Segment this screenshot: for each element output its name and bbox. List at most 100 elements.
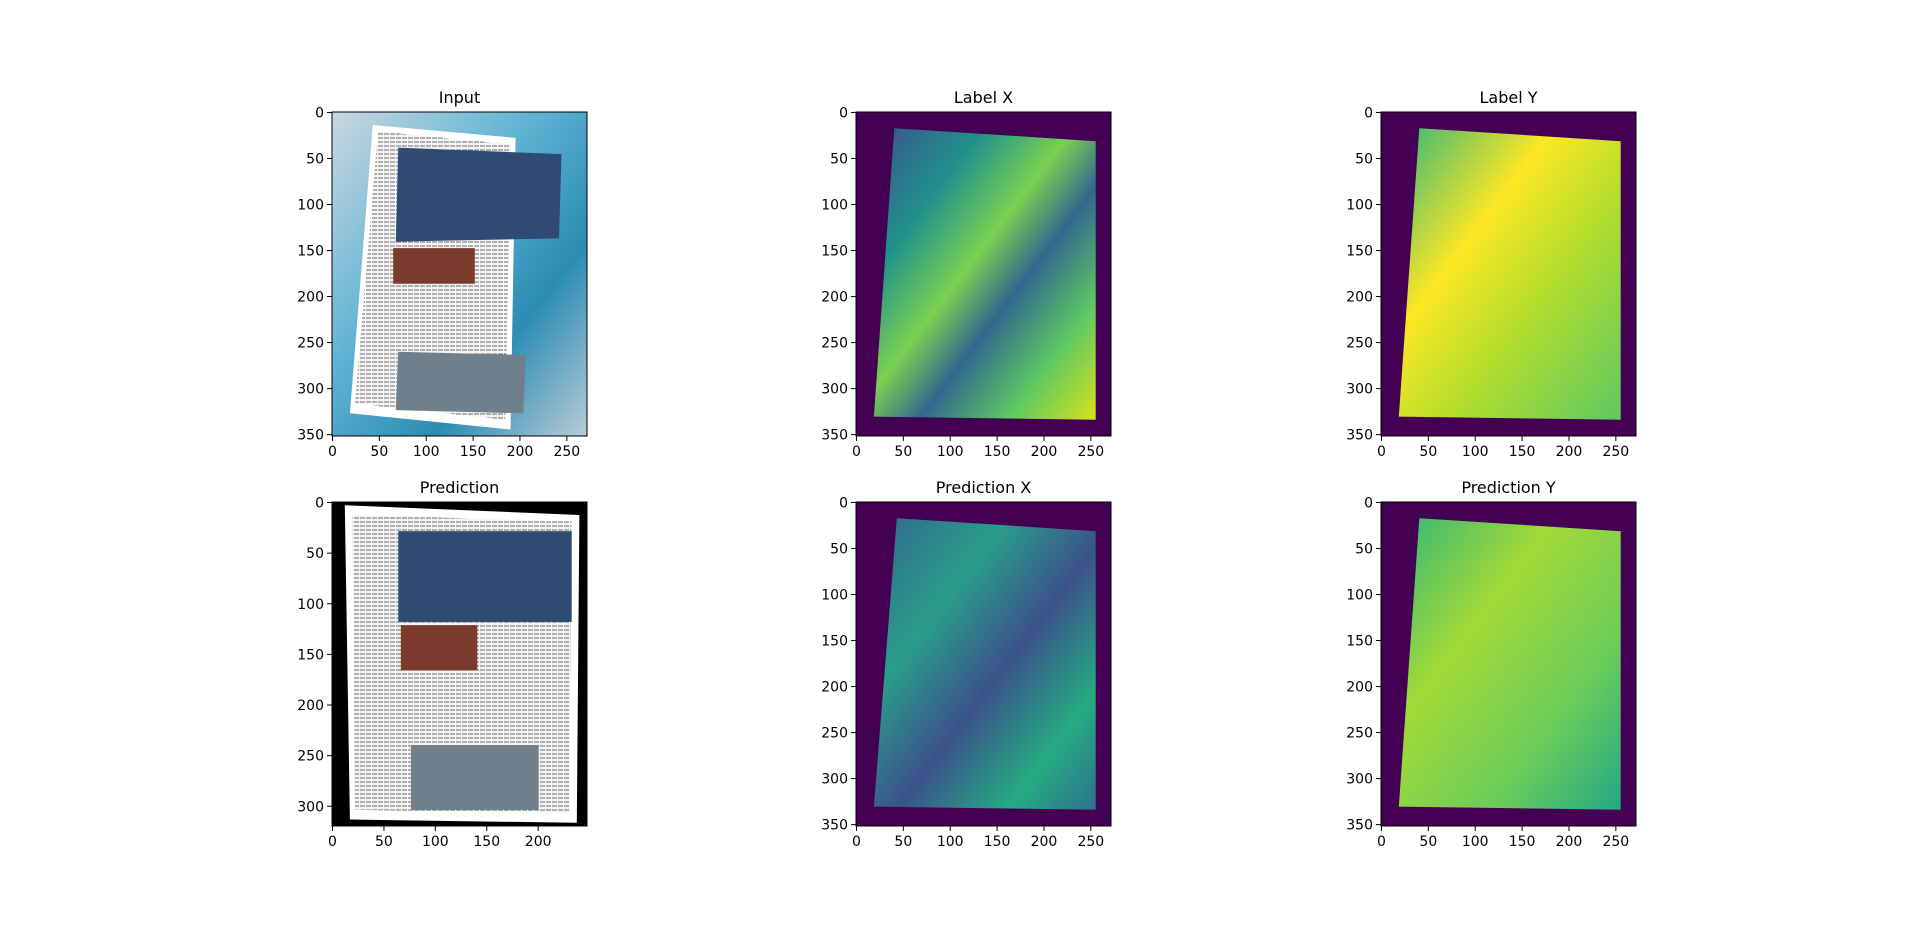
y-tick-label: 0 xyxy=(1364,105,1373,121)
photo xyxy=(400,625,478,671)
photo xyxy=(395,147,562,242)
y-tick-label: 50 xyxy=(306,151,324,167)
x-tick-label: 0 xyxy=(328,444,337,460)
x-tick-label: 200 xyxy=(1031,834,1058,850)
subplot-title: Prediction xyxy=(420,478,499,497)
field xyxy=(1398,128,1621,420)
y-tick-label: 300 xyxy=(821,772,848,788)
y-tick-label: 300 xyxy=(297,382,324,398)
y-tick-label: 200 xyxy=(297,698,324,714)
x-tick-label: 0 xyxy=(1377,444,1386,460)
subplot: Prediction X 0 50 100 150 200 250 0 50 100 150 200 2… xyxy=(821,478,1112,850)
field xyxy=(1398,518,1621,810)
y-tick-label: 350 xyxy=(1346,818,1373,834)
y-tick-label: 100 xyxy=(1346,588,1373,604)
y-tick-label: 50 xyxy=(1355,541,1373,557)
y-tick-label: 200 xyxy=(1346,290,1373,306)
x-tick-label: 50 xyxy=(894,444,912,460)
axes-frame xyxy=(855,501,1112,827)
x-tick-label: 250 xyxy=(553,444,580,460)
y-tick-label: 150 xyxy=(297,244,324,260)
y-tick-label: 200 xyxy=(821,290,848,306)
x-tick-label: 250 xyxy=(1602,444,1629,460)
x-tick-label: 150 xyxy=(1509,834,1536,850)
subplot: Prediction 0 50 100 150 200 0 50 100 150 200 250 300 xyxy=(297,478,588,850)
x-tick-label: 0 xyxy=(1377,834,1386,850)
x-tick-label: 100 xyxy=(937,834,964,850)
x-tick-label: 200 xyxy=(525,834,552,850)
field xyxy=(873,128,1096,420)
y-tick-label: 300 xyxy=(821,382,848,398)
x-tick-label: 100 xyxy=(1462,444,1489,460)
y-tick-label: 0 xyxy=(839,105,848,121)
x-tick-label: 150 xyxy=(1509,444,1536,460)
x-tick-label: 50 xyxy=(370,444,388,460)
y-tick-label: 0 xyxy=(315,105,324,121)
y-tick-label: 100 xyxy=(821,588,848,604)
field xyxy=(873,518,1096,810)
y-tick-label: 50 xyxy=(830,541,848,557)
y-tick-label: 300 xyxy=(1346,772,1373,788)
photo xyxy=(411,745,539,810)
x-tick-label: 100 xyxy=(937,444,964,460)
y-tick-label: 250 xyxy=(821,726,848,742)
y-tick-label: 50 xyxy=(830,151,848,167)
y-tick-label: 200 xyxy=(297,290,324,306)
y-tick-label: 300 xyxy=(1346,382,1373,398)
x-tick-label: 100 xyxy=(1462,834,1489,850)
x-tick-label: 50 xyxy=(375,834,393,850)
subplot-title: Label X xyxy=(954,88,1013,107)
y-tick-label: 350 xyxy=(821,818,848,834)
subplot-title: Prediction Y xyxy=(1461,478,1556,497)
y-tick-label: 200 xyxy=(821,680,848,696)
photo xyxy=(398,531,572,622)
subplot-title: Prediction X xyxy=(936,478,1032,497)
y-tick-label: 150 xyxy=(821,244,848,260)
y-tick-label: 300 xyxy=(297,799,324,815)
x-tick-label: 100 xyxy=(422,834,449,850)
x-tick-label: 50 xyxy=(894,834,912,850)
y-tick-label: 100 xyxy=(821,198,848,214)
x-tick-label: 0 xyxy=(852,444,861,460)
x-tick-label: 100 xyxy=(413,444,440,460)
x-tick-label: 150 xyxy=(984,834,1011,850)
x-tick-label: 200 xyxy=(1031,444,1058,460)
x-tick-label: 200 xyxy=(1556,834,1583,850)
y-tick-label: 350 xyxy=(297,428,324,444)
x-tick-label: 0 xyxy=(852,834,861,850)
y-tick-label: 250 xyxy=(297,749,324,765)
y-tick-label: 100 xyxy=(297,198,324,214)
y-tick-label: 0 xyxy=(839,495,848,511)
y-tick-label: 350 xyxy=(1346,428,1373,444)
y-tick-label: 50 xyxy=(306,546,324,562)
axes-frame xyxy=(1380,111,1637,437)
x-tick-label: 150 xyxy=(460,444,487,460)
subplot-title: Label Y xyxy=(1479,88,1537,107)
y-tick-label: 350 xyxy=(821,428,848,444)
x-tick-label: 250 xyxy=(1077,444,1104,460)
y-tick-label: 150 xyxy=(297,647,324,663)
axes-frame xyxy=(855,111,1112,437)
axes-frame xyxy=(1380,501,1637,827)
y-tick-label: 100 xyxy=(1346,198,1373,214)
x-tick-label: 200 xyxy=(507,444,534,460)
axes-frame xyxy=(331,111,588,437)
y-tick-label: 100 xyxy=(297,597,324,613)
x-tick-label: 250 xyxy=(1077,834,1104,850)
y-tick-label: 250 xyxy=(1346,726,1373,742)
y-tick-label: 250 xyxy=(1346,336,1373,352)
x-tick-label: 50 xyxy=(1419,834,1437,850)
photo xyxy=(395,351,526,414)
axes-frame xyxy=(331,501,588,827)
x-tick-label: 150 xyxy=(473,834,500,850)
x-tick-label: 200 xyxy=(1556,444,1583,460)
y-tick-label: 150 xyxy=(1346,634,1373,650)
y-tick-label: 200 xyxy=(1346,680,1373,696)
subplot: Input 0 50 100 150 200 250 0 50 100 150 200 250 300 35… xyxy=(297,88,588,460)
y-tick-label: 250 xyxy=(297,336,324,352)
subplot: Label Y 0 50 100 150 200 250 0 50 100 150 200 250 300… xyxy=(1346,88,1637,460)
subplot-title: Input xyxy=(439,88,480,107)
y-tick-label: 50 xyxy=(1355,151,1373,167)
